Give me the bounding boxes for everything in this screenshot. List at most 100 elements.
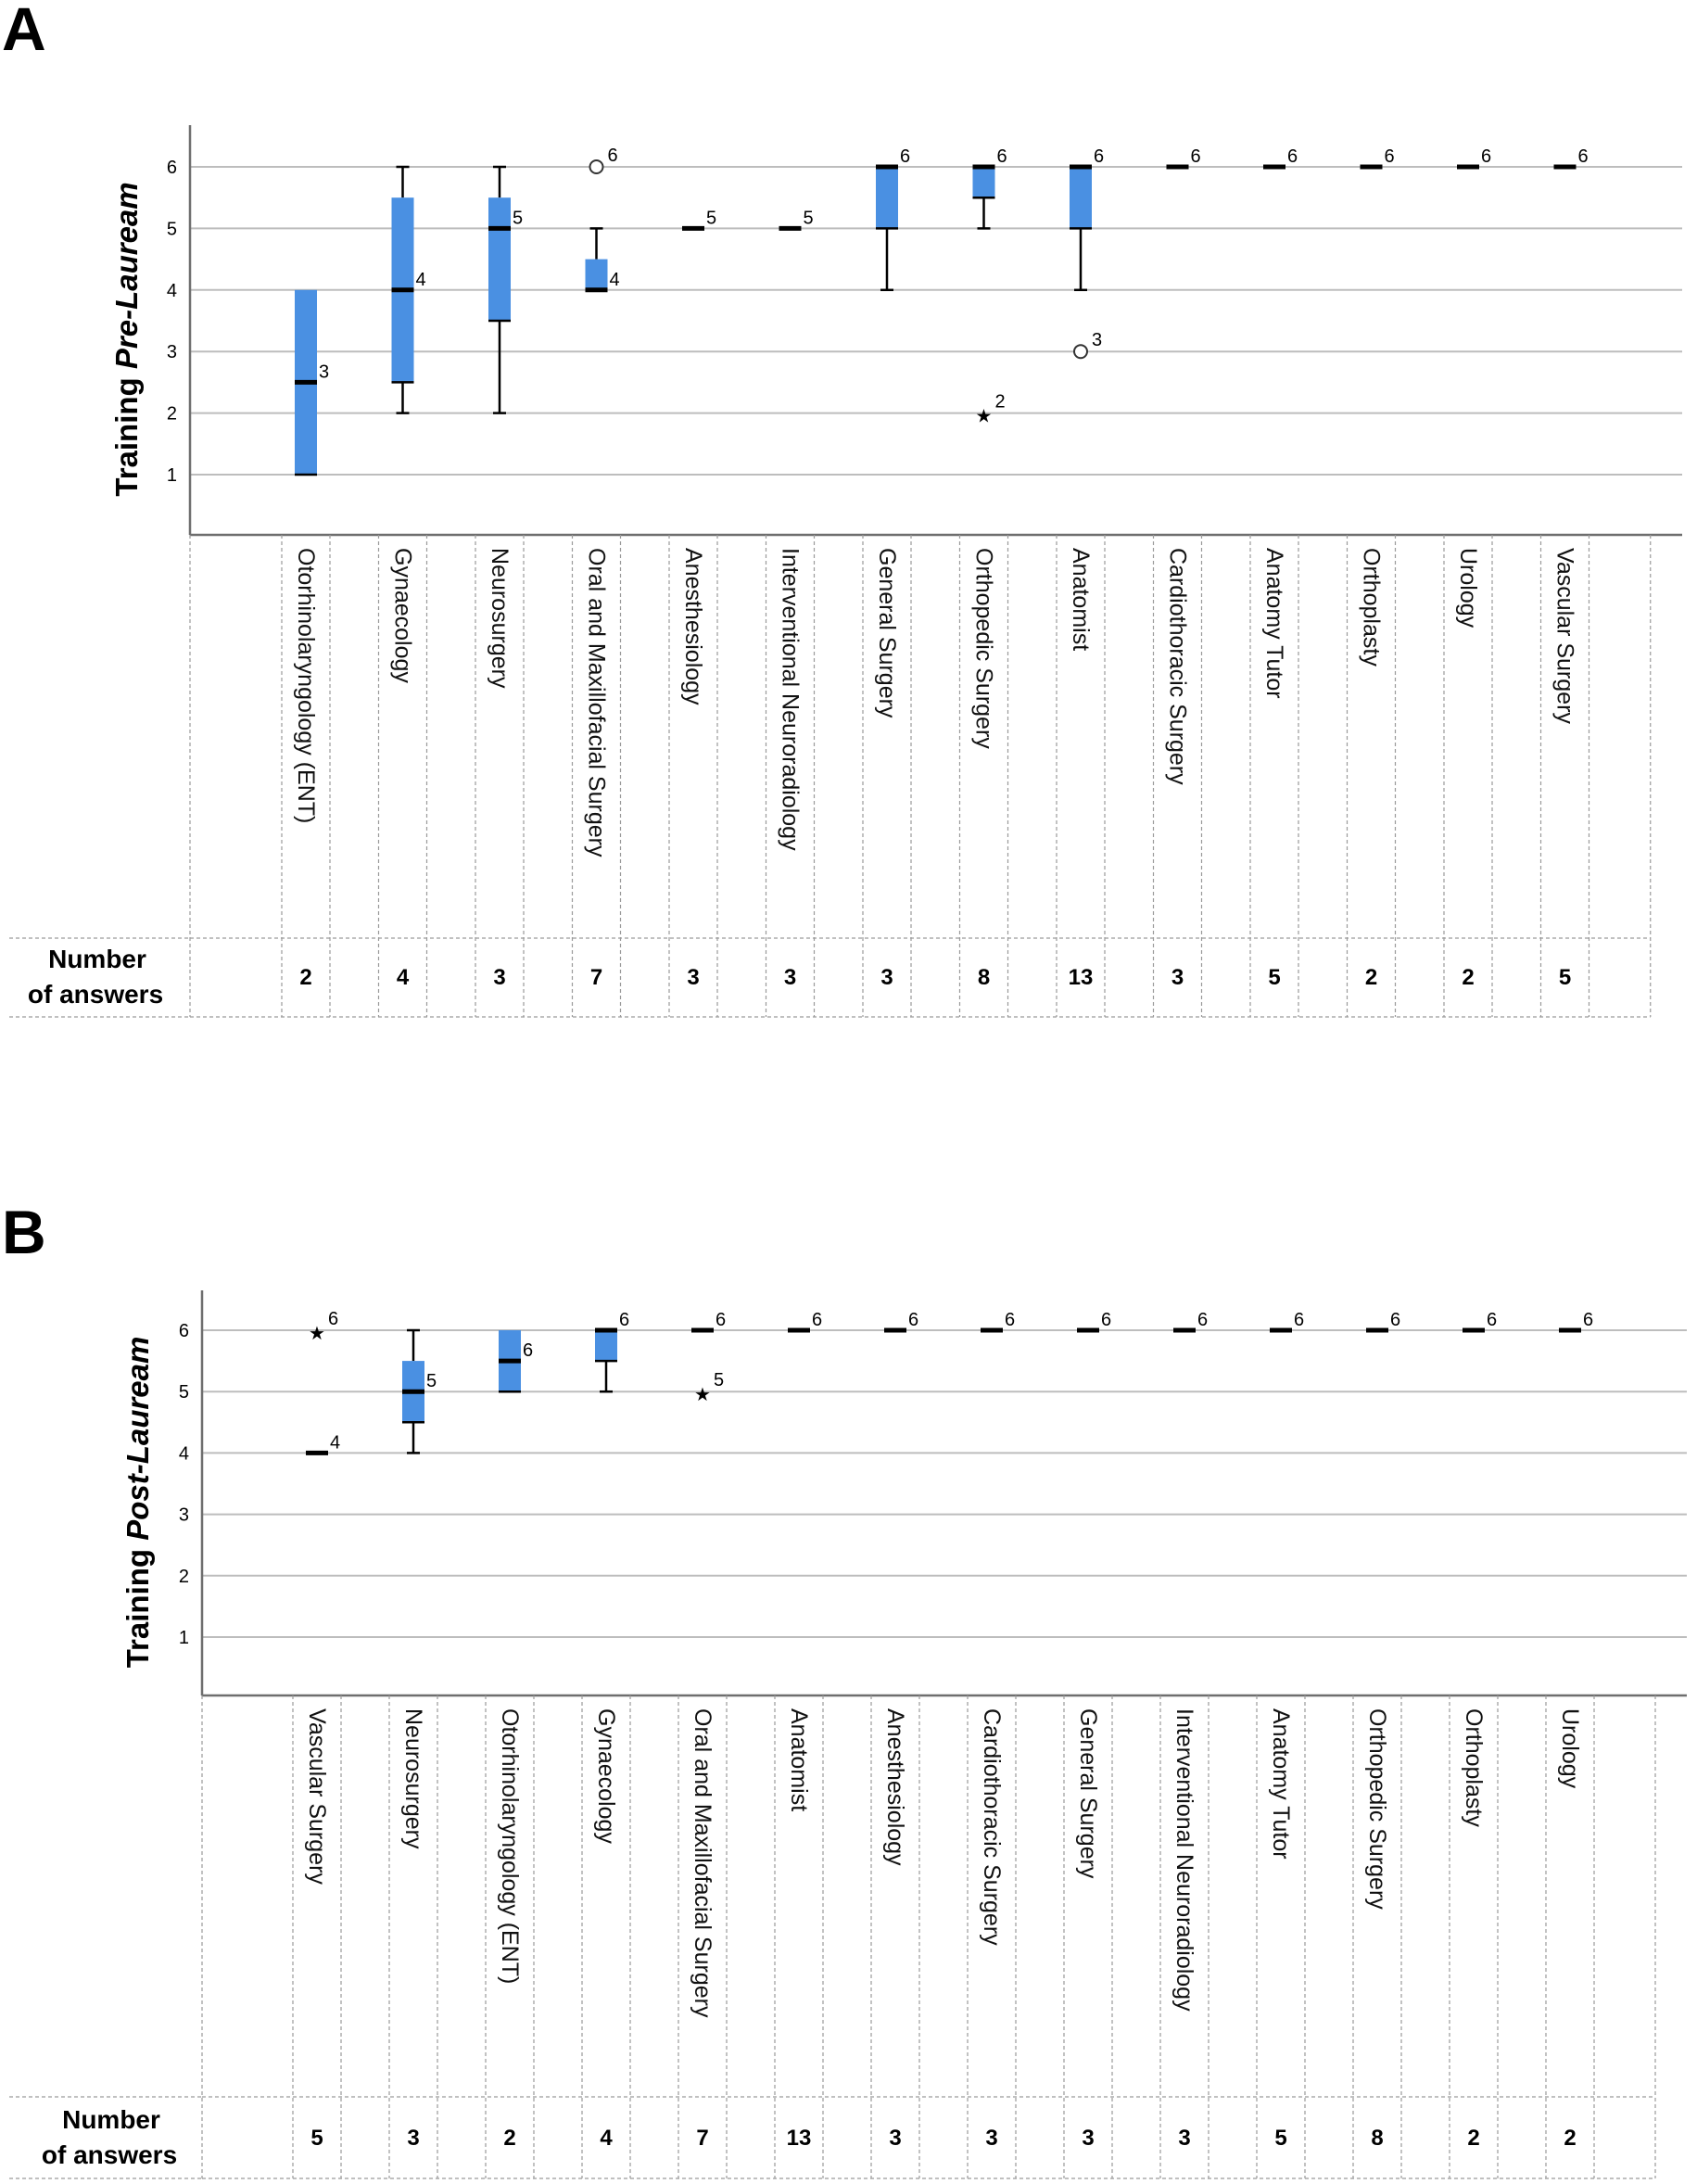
panel-a-ylabel-main: Training	[109, 369, 144, 497]
panel-a-ylabel: Training Pre-Lauream	[109, 182, 144, 496]
category-label: Neurosurgery	[487, 548, 513, 689]
category-label: Anatomist	[1068, 548, 1094, 651]
category-label: Cardiothoracic Surgery	[1165, 548, 1191, 785]
panel-b-category-11: 6 Orthopedic Surgery 8	[1364, 1310, 1400, 2151]
median-label: 5	[426, 1371, 437, 1391]
count-value: 2	[503, 2126, 515, 2151]
outlier-label-0: 5	[714, 1370, 724, 1390]
median-label: 4	[610, 270, 620, 290]
panel-a-category-8: 6 3 Anatomist 13	[1068, 146, 1104, 990]
panel-b-ytick-1: 1	[179, 1628, 189, 1648]
outlier-star-0: ★	[694, 1385, 711, 1405]
count-value: 3	[784, 965, 796, 990]
panel-a-category-10: 6 Anatomy Tutor 5	[1261, 146, 1298, 990]
count-value: 5	[1559, 965, 1571, 990]
median-label: 6	[908, 1310, 918, 1330]
panel-a-ytick-6: 6	[167, 158, 177, 178]
panel-b-ytick-6: 6	[179, 1321, 189, 1341]
panel-a-ylabel-italic: Pre-Lauream	[109, 182, 144, 369]
category-label: Urology	[1557, 1708, 1583, 1789]
median-label: 5	[804, 208, 814, 228]
panel-a-category-4: 5 Anesthesiology 3	[680, 208, 716, 990]
category-label: Anesthesiology	[882, 1708, 908, 1866]
median-label: 6	[1487, 1310, 1497, 1330]
category-label: Gynaecology	[390, 548, 416, 683]
panel-b-ytick-3: 3	[179, 1505, 189, 1526]
category-label: General Surgery	[1075, 1708, 1101, 1879]
panel-b-ytick-4: 4	[179, 1443, 189, 1464]
count-value: 5	[1268, 965, 1280, 990]
median-label: 6	[1191, 146, 1201, 167]
median-label: 6	[1390, 1310, 1400, 1330]
category-label: General Surgery	[874, 548, 900, 718]
median-label: 6	[997, 146, 1007, 167]
panel-b-ytick-2: 2	[179, 1567, 189, 1587]
panel-a-category-6: 6 General Surgery 3	[874, 146, 910, 990]
category-label: Gynaecology	[593, 1708, 619, 1844]
panel-a-ytick-4: 4	[167, 281, 177, 301]
panel-b-category-8: 6 General Surgery 3	[1075, 1310, 1111, 2151]
panel-a-category-9: 6 Cardiothoracic Surgery 3	[1165, 146, 1201, 990]
panel-b-category-0: 4 ★6 Vascular Surgery 5	[304, 1309, 340, 2151]
category-label: Vascular Surgery	[1552, 548, 1578, 724]
panel-a-category-12: 6 Urology 2	[1455, 146, 1491, 990]
count-value: 3	[407, 2126, 419, 2151]
panel-b-ylabel-main: Training	[120, 1541, 155, 1669]
panel-a-ytick-2: 2	[167, 404, 177, 425]
outlier-circle-0	[1073, 344, 1088, 360]
category-label: Otorhinolaryngology (ENT)	[497, 1708, 523, 1984]
outlier-circle-0	[589, 159, 604, 174]
panel-a-category-2: 5 Neurosurgery 3	[487, 165, 523, 990]
median-label: 6	[1101, 1310, 1111, 1330]
count-value: 3	[687, 965, 699, 990]
count-value: 2	[299, 965, 311, 990]
count-value: 5	[310, 2126, 323, 2151]
panel-b: B 1 2 3 4 5 6 Training Post-Lauream Number of ans…	[2, 1198, 1687, 2179]
category-label: Orthopedic Surgery	[1364, 1708, 1390, 1910]
count-value: 2	[1564, 2126, 1576, 2151]
category-label: Oral and Maxillofacial Surgery	[584, 548, 610, 857]
category-label: Otorhinolaryngology (ENT)	[293, 548, 319, 823]
category-label: Orthopedic Surgery	[971, 548, 997, 749]
median-label: 6	[619, 1310, 629, 1330]
count-value: 8	[1371, 2126, 1383, 2151]
category-label: Orthoplasty	[1359, 548, 1385, 667]
category-label: Anatomy Tutor	[1261, 548, 1287, 699]
outlier-star-0: ★	[976, 407, 993, 427]
panel-a-ytick-1: 1	[167, 465, 177, 486]
median-label: 6	[1197, 1310, 1208, 1330]
panel-a-category-0: 3 Otorhinolaryngology (ENT) 2	[293, 289, 329, 990]
panel-a: A 1 2 3 4 5 6 Training Pre-Lauream Number of answ…	[2, 0, 1682, 1018]
panel-b-category-6: 6 Anesthesiology 3	[882, 1310, 918, 2151]
count-value: 4	[600, 2126, 613, 2151]
median-label: 4	[330, 1432, 340, 1453]
median-label: 6	[1481, 146, 1491, 167]
panel-b-category-2: 6 Otorhinolaryngology (ENT) 2	[497, 1330, 533, 2151]
median-label: 6	[812, 1310, 822, 1330]
outlier-label-0: 3	[1092, 330, 1102, 350]
category-label: Anatomy Tutor	[1268, 1708, 1294, 1860]
panel-a-category-13: 6 Vascular Surgery 5	[1552, 146, 1589, 990]
box	[595, 1330, 617, 1362]
panel-a-count-label-line1: Number	[48, 945, 146, 973]
panel-a-category-3: 4 6 Oral and Maxillofacial Surgery 7	[584, 146, 620, 990]
category-label: Vascular Surgery	[304, 1708, 330, 1885]
median-label: 6	[1583, 1310, 1593, 1330]
count-value: 3	[985, 2126, 997, 2151]
outlier-label-0: 6	[328, 1309, 338, 1329]
panel-b-ytick-5: 5	[179, 1382, 189, 1403]
median-label: 6	[1385, 146, 1395, 167]
box	[585, 259, 608, 290]
median-label: 5	[706, 208, 716, 228]
median-label: 6	[523, 1340, 533, 1361]
median-label: 6	[900, 146, 910, 167]
count-value: 5	[1274, 2126, 1286, 2151]
panel-b-count-label-line2: of answers	[42, 2140, 177, 2169]
panel-a-category-7: 6 ★2 Orthopedic Surgery 8	[971, 146, 1007, 990]
count-value: 13	[787, 2126, 812, 2151]
count-value: 3	[1171, 965, 1184, 990]
median-label: 6	[716, 1310, 726, 1330]
count-value: 4	[397, 965, 410, 990]
median-label: 4	[416, 270, 426, 290]
panel-b-ylabel-italic: Post-Lauream	[120, 1337, 155, 1541]
